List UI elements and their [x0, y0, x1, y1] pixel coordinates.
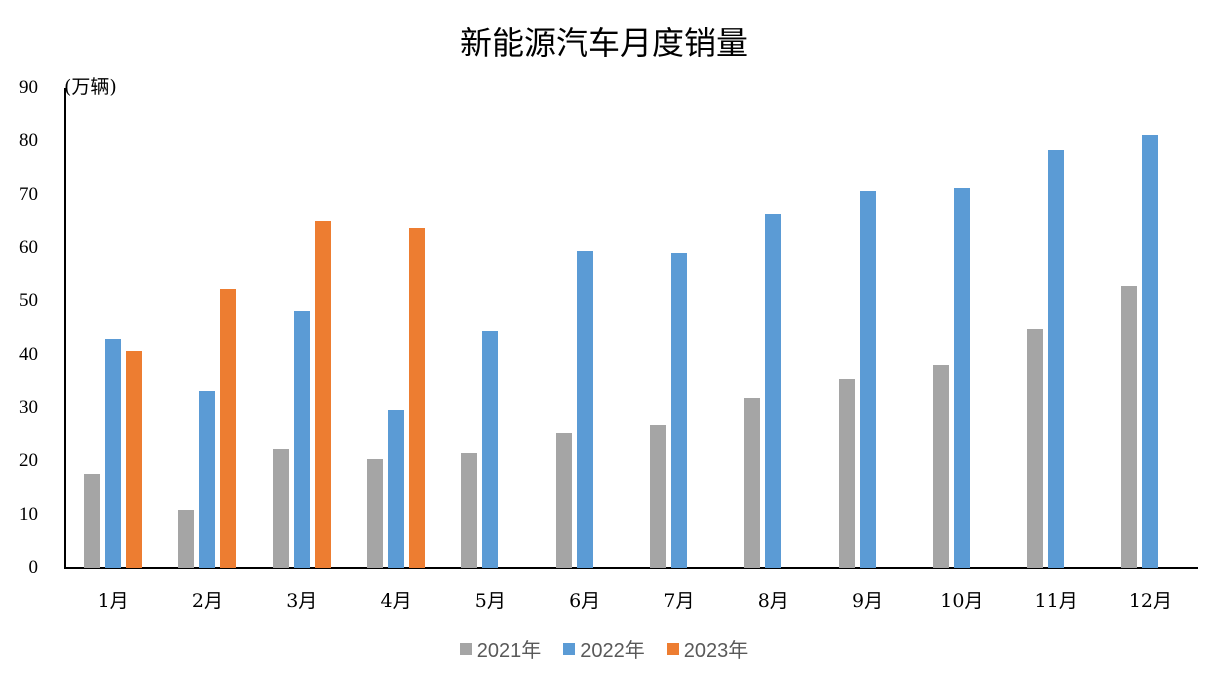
bar-2021年-4月 [367, 459, 384, 568]
bar-2021年-12月 [1121, 285, 1138, 568]
legend-swatch-icon [563, 642, 576, 655]
x-tick-label: 3月 [286, 590, 318, 612]
x-tick-label: 10月 [940, 590, 984, 612]
y-tick-label: 50 [19, 290, 38, 312]
x-tick-label: 8月 [757, 590, 789, 612]
bar-2021年-10月 [932, 364, 949, 568]
bar-2022年-4月 [388, 410, 405, 568]
legend-swatch-icon [459, 642, 472, 655]
bar-2022年-7月 [670, 252, 687, 568]
bar-2021年-6月 [555, 432, 572, 568]
bar-2023年-2月 [220, 288, 237, 568]
x-tick-label: 1月 [97, 590, 129, 612]
chart-title: 新能源汽车月度销量 [459, 24, 748, 62]
legend-label: 2021年 [476, 640, 542, 662]
y-tick-label: 10 [19, 503, 38, 525]
x-tick-label: 4月 [380, 590, 412, 612]
x-axis-line [64, 567, 1198, 569]
legend-item: 2022年 [563, 634, 645, 663]
bar-2021年-11月 [1027, 329, 1044, 568]
y-tick-label: 70 [19, 183, 38, 205]
y-tick-label: 60 [19, 237, 38, 258]
y-axis-line [64, 88, 66, 569]
y-tick-label: 30 [19, 397, 38, 418]
x-tick-label: 2月 [191, 590, 223, 612]
y-tick-label: 20 [19, 450, 38, 472]
bar-2022年-12月 [1142, 134, 1159, 568]
x-tick-label: 9月 [852, 590, 884, 612]
bar-2021年-8月 [744, 397, 761, 568]
legend-item: 2021年 [459, 634, 542, 663]
legend: 2021年 2022年 2023年 [0, 634, 1208, 663]
bar-2022年-10月 [953, 187, 970, 568]
y-tick-label: 0 [28, 557, 39, 578]
y-tick-label: 40 [19, 343, 38, 365]
bar-2023年-3月 [314, 220, 331, 568]
legend-label: 2023年 [683, 640, 749, 662]
legend-item: 2023年 [666, 634, 749, 663]
bar-2021年-9月 [838, 378, 855, 568]
x-tick-label: 7月 [663, 590, 695, 612]
bar-2022年-9月 [859, 190, 876, 568]
legend-label: 2022年 [580, 640, 645, 662]
bar-2022年-6月 [576, 250, 593, 568]
bar-2022年-1月 [105, 338, 122, 568]
bar-2021年-1月 [84, 474, 101, 568]
bar-2021年-7月 [649, 425, 666, 568]
bar-2022年-3月 [293, 310, 310, 568]
bar-2023年-4月 [409, 227, 426, 568]
bar-2021年-5月 [461, 452, 478, 568]
x-tick-label: 11月 [1034, 590, 1078, 612]
legend-swatch-icon [666, 642, 679, 655]
y-tick-label: 80 [19, 130, 38, 152]
x-tick-label: 12月 [1128, 590, 1173, 612]
x-tick-label: 6月 [569, 590, 601, 612]
bar-2021年-2月 [178, 509, 195, 568]
x-tick-label: 5月 [474, 590, 506, 612]
bar-2022年-11月 [1048, 149, 1065, 568]
bar-2022年-5月 [482, 330, 499, 568]
bar-2021年-3月 [272, 449, 289, 568]
bar-2022年-2月 [199, 390, 216, 568]
y-axis-unit-label: (万辆) [64, 76, 117, 98]
bar-2022年-8月 [765, 213, 782, 568]
y-tick-label: 90 [19, 77, 38, 98]
bar-2023年-1月 [126, 350, 143, 568]
